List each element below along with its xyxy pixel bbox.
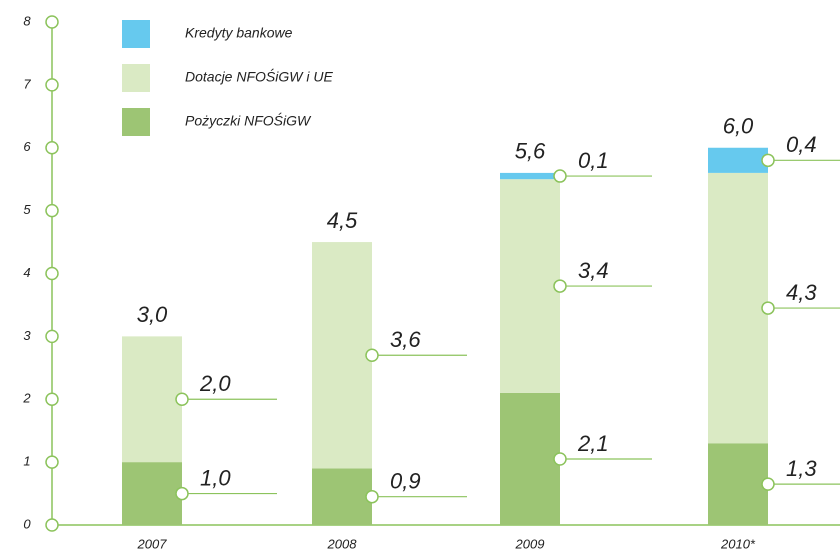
legend-swatch	[122, 20, 150, 48]
y-tick-mark	[45, 141, 59, 155]
callout-dot	[553, 452, 567, 466]
legend-label: Kredyty bankowe	[185, 25, 293, 41]
value-label: 4,3	[786, 280, 817, 305]
x-tick-label: 2007	[137, 536, 168, 551]
y-tick-mark	[45, 392, 59, 406]
value-label: 0,4	[786, 132, 817, 157]
y-tick-mark	[45, 455, 59, 469]
legend-swatch	[122, 108, 150, 136]
value-label: 0,1	[578, 148, 609, 173]
x-tick-label: 2009	[515, 536, 545, 551]
callout-dot	[365, 489, 379, 504]
value-label: 0,9	[390, 469, 421, 494]
bar-segment	[122, 462, 182, 525]
y-tick-label: 8	[23, 13, 31, 28]
y-tick-label: 1	[23, 454, 30, 469]
callout-dot	[761, 301, 775, 315]
y-tick-label: 4	[23, 265, 30, 280]
value-label: 3,6	[390, 327, 421, 352]
bar-segment	[708, 172, 768, 444]
y-tick-label: 0	[23, 516, 31, 531]
x-tick-label: 2010*	[720, 536, 756, 551]
bar-segment	[708, 443, 768, 525]
legend-label: Pożyczki NFOŚiGW	[185, 112, 312, 129]
total-label: 4,5	[327, 208, 358, 233]
callout-dot	[175, 486, 189, 501]
value-label: 1,0	[200, 465, 231, 490]
y-tick-mark	[45, 329, 59, 344]
bar-segment	[500, 392, 560, 525]
callout-dot	[761, 477, 775, 491]
value-label: 2,0	[199, 371, 231, 396]
total-label: 6,0	[723, 114, 754, 139]
y-tick-mark	[45, 266, 59, 281]
y-tick-mark	[45, 15, 59, 29]
y-tick-label: 5	[23, 202, 31, 217]
callout-dot	[175, 392, 189, 406]
bar-segment	[500, 172, 560, 180]
y-tick-label: 3	[23, 328, 31, 343]
callout-dot	[365, 348, 379, 362]
bar-segment	[312, 468, 372, 525]
callout-dot	[761, 153, 775, 168]
legend-swatch	[122, 64, 150, 92]
value-label: 1,3	[786, 456, 817, 481]
value-label: 2,1	[577, 431, 609, 456]
callout-dot	[553, 279, 567, 293]
y-tick-mark	[45, 78, 59, 92]
y-tick-label: 6	[23, 139, 31, 154]
bar-segment	[708, 147, 768, 173]
y-tick-label: 2	[22, 391, 31, 406]
bar-segment	[312, 242, 372, 469]
callout-dot	[553, 169, 567, 183]
y-tick-mark	[45, 518, 59, 532]
y-tick-mark	[45, 203, 59, 218]
legend-label: Dotacje NFOŚiGW i UE	[185, 68, 333, 85]
total-label: 3,0	[137, 302, 168, 327]
value-label: 3,4	[578, 258, 609, 283]
bar-segment	[122, 336, 182, 463]
total-label: 5,6	[515, 139, 546, 164]
bar-segment	[500, 179, 560, 393]
x-tick-label: 2008	[327, 536, 358, 551]
y-tick-label: 7	[23, 76, 31, 91]
